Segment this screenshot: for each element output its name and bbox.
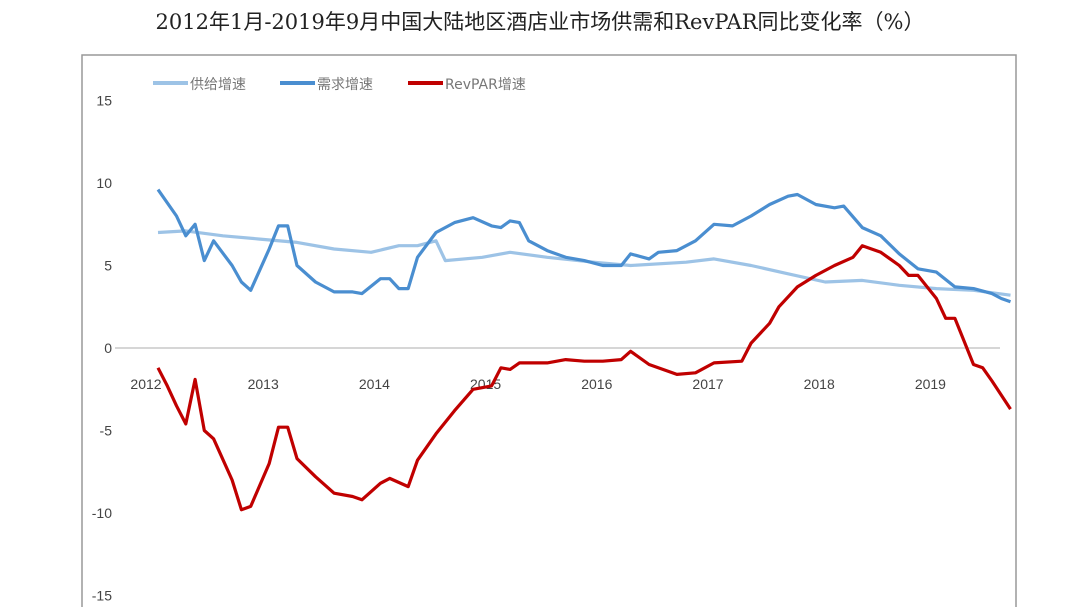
chart-title: 2012年1月-2019年9月中国大陆地区酒店业市场供需和RevPAR同比变化率… xyxy=(155,10,925,34)
y-tick-label: 5 xyxy=(104,258,112,274)
series-line-1 xyxy=(156,188,1012,304)
x-tick-label: 2019 xyxy=(915,376,946,392)
legend-label: RevPAR增速 xyxy=(445,77,526,93)
series-line-0 xyxy=(157,229,1011,297)
y-tick-label: 0 xyxy=(104,340,112,356)
x-tick-label: 2018 xyxy=(804,376,835,392)
x-tick-label: 2016 xyxy=(581,376,612,392)
y-tick-label: -5 xyxy=(100,423,113,439)
x-tick-label: 2012 xyxy=(130,376,161,392)
x-tick-label: 2014 xyxy=(359,376,390,392)
series-line-2 xyxy=(156,244,1012,512)
y-tick-label: -15 xyxy=(92,588,112,604)
y-tick-label: -10 xyxy=(92,505,112,521)
x-tick-label: 2017 xyxy=(692,376,723,392)
y-tick-label: 15 xyxy=(96,93,112,109)
plot-frame xyxy=(81,54,1017,607)
legend-label: 需求增速 xyxy=(317,77,373,93)
y-tick-label: 10 xyxy=(96,175,112,191)
x-tick-label: 2013 xyxy=(248,376,279,392)
legend-label: 供给增速 xyxy=(190,77,246,93)
